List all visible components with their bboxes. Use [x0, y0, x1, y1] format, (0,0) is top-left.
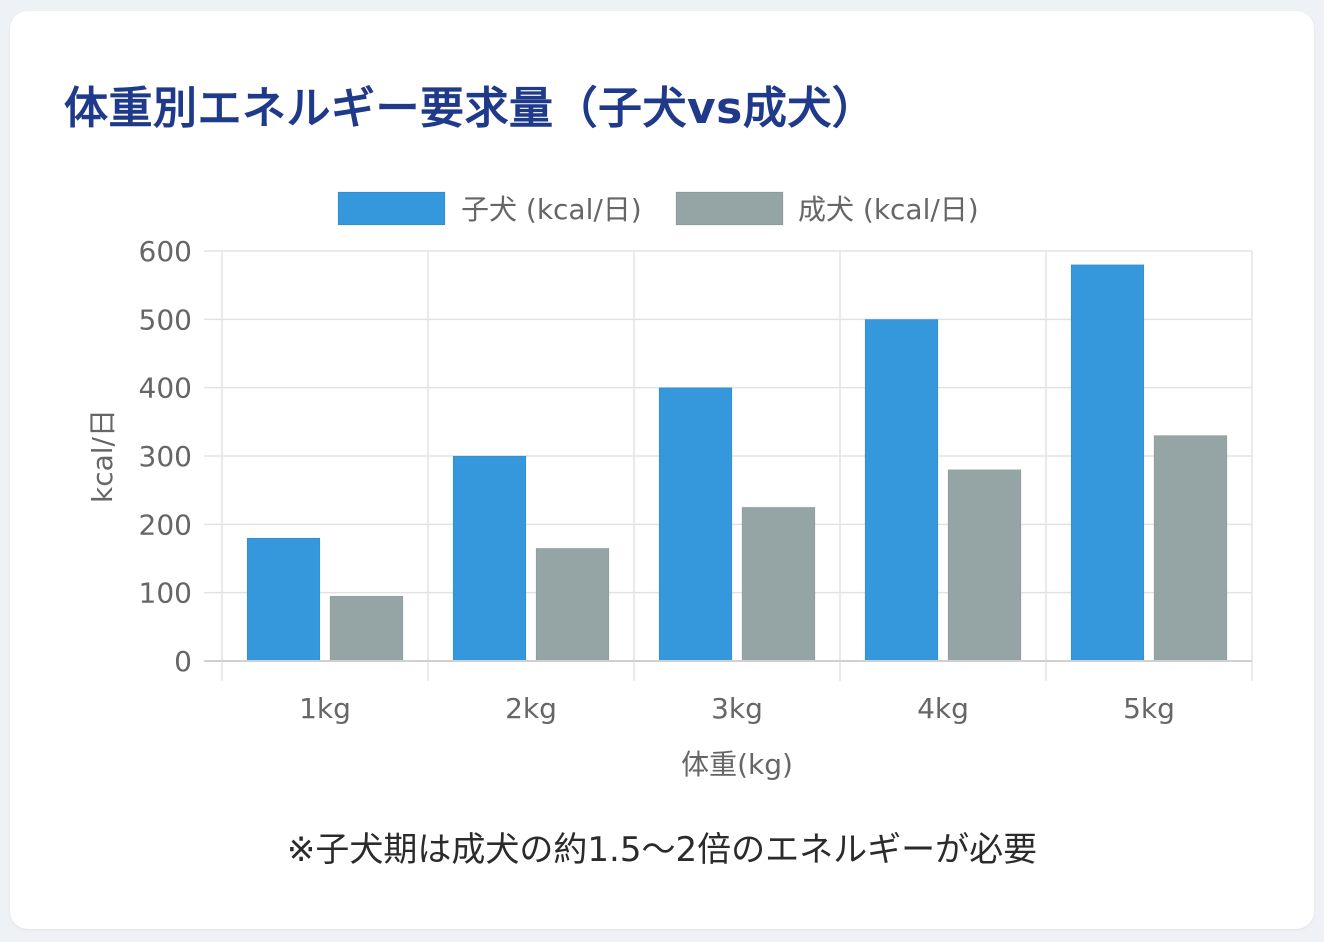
y-tick-label: 500 [139, 303, 192, 336]
y-axis-title: kcal/日 [86, 409, 119, 503]
bar-puppy-5kg [1070, 264, 1145, 662]
bar-puppy-3kg [658, 387, 733, 662]
y-tick-label: 0 [174, 645, 192, 678]
x-tick-label: 5kg [1123, 692, 1175, 725]
bar-adult-5kg [1153, 435, 1228, 662]
legend-label-adult: 成犬 (kcal/日) [798, 193, 979, 226]
bar-puppy-1kg [246, 537, 321, 662]
y-tick-label: 200 [139, 508, 192, 541]
x-tick-label: 4kg [917, 692, 969, 725]
legend-label-puppy: 子犬 (kcal/日) [461, 193, 642, 226]
axes: 0 100 200 300 400 500 600 1kg 2kg 3kg 4kg 5kg 体重(kg)… [86, 235, 1252, 781]
x-tick-label: 1kg [299, 692, 351, 725]
bars [246, 264, 1228, 662]
legend: 子犬 (kcal/日) 成犬 (kcal/日) [337, 191, 979, 226]
x-tick-label: 2kg [505, 692, 557, 725]
bar-adult-4kg [947, 469, 1022, 662]
x-axis-title: 体重(kg) [681, 748, 793, 781]
chart-title: 体重別エネルギー要求量（子犬vs成犬） [64, 83, 877, 134]
bar-adult-2kg [535, 547, 610, 662]
bar-adult-1kg [329, 595, 404, 662]
y-tick-label: 300 [139, 440, 192, 473]
legend-swatch-puppy [337, 191, 446, 226]
x-tick-label: 3kg [711, 692, 763, 725]
bar-adult-3kg [741, 506, 816, 662]
y-tick-label: 600 [139, 235, 192, 268]
footnote: ※子犬期は成犬の約1.5〜2倍のエネルギーが必要 [286, 830, 1038, 870]
bar-puppy-4kg [864, 318, 939, 662]
bar-puppy-2kg [452, 455, 527, 662]
y-tick-label: 400 [139, 372, 192, 405]
y-tick-label: 100 [139, 577, 192, 610]
legend-swatch-adult [675, 191, 784, 226]
